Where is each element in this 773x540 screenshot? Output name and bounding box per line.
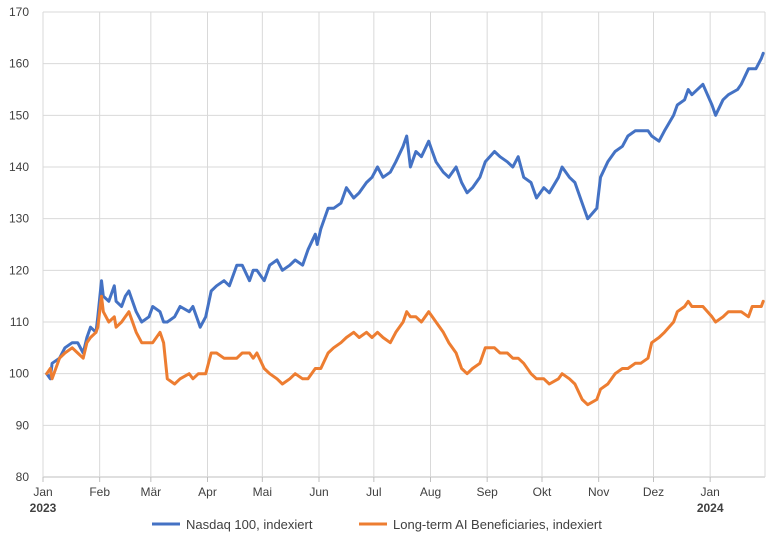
y-tick-label: 130 bbox=[9, 212, 29, 226]
x-tick-label: Mär bbox=[141, 485, 162, 499]
y-tick-label: 170 bbox=[9, 5, 29, 19]
y-axis-ticks: 80 90 100 110 120 130 140 150 160 170 bbox=[9, 5, 29, 484]
y-tick-label: 100 bbox=[9, 367, 29, 381]
x-axis-ticks: Jan Feb Mär Apr Mai Jun Jul Aug Sep Okt Nov Dez Jan 2… bbox=[30, 477, 724, 515]
y-tick-label: 110 bbox=[10, 315, 29, 329]
x-tick-label: Nov bbox=[588, 485, 609, 499]
x-tick-label: Jul bbox=[366, 485, 381, 499]
legend-label: Long-term AI Beneficiaries, indexiert bbox=[393, 517, 602, 532]
x-tick-label: Jun bbox=[309, 485, 328, 499]
y-tick-label: 90 bbox=[16, 418, 30, 432]
x-tick-label: Sep bbox=[476, 485, 498, 499]
legend: Nasdaq 100, indexiert Long-term AI Benefi… bbox=[152, 517, 602, 532]
x-tick-label: Dez bbox=[643, 485, 664, 499]
x-tick-label: Okt bbox=[533, 485, 552, 499]
x-tick-label: Jan bbox=[700, 485, 719, 499]
y-tick-label: 120 bbox=[9, 263, 29, 277]
series-lines bbox=[45, 51, 765, 407]
x-tick-label: Jan bbox=[33, 485, 52, 499]
x-tick-label: Apr bbox=[198, 485, 217, 499]
legend-label: Nasdaq 100, indexiert bbox=[186, 517, 313, 532]
x-tick-label: Feb bbox=[89, 485, 110, 499]
x-tick-label: Aug bbox=[420, 485, 441, 499]
x-year-label: 2024 bbox=[697, 501, 724, 515]
x-tick-label: Mai bbox=[253, 485, 272, 499]
series-line-0 bbox=[45, 51, 765, 381]
y-tick-label: 160 bbox=[9, 57, 29, 71]
gridlines bbox=[42, 11, 766, 478]
series-line-1 bbox=[45, 294, 765, 407]
y-tick-label: 80 bbox=[16, 470, 30, 484]
y-tick-label: 150 bbox=[9, 108, 29, 122]
y-tick-label: 140 bbox=[9, 160, 29, 174]
x-year-label: 2023 bbox=[30, 501, 57, 515]
